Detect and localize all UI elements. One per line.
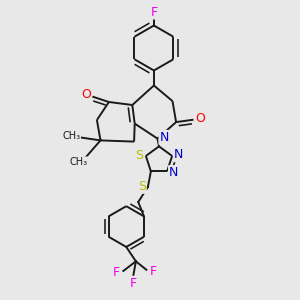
Text: N: N [159,131,169,144]
Text: N: N [169,166,178,179]
Text: F: F [113,266,120,279]
Text: F: F [150,5,158,19]
Text: O: O [81,88,91,101]
Text: N: N [174,148,183,161]
Text: F: F [129,277,137,290]
Text: S: S [135,149,143,162]
Text: CH₃: CH₃ [62,131,80,141]
Text: S: S [138,180,146,193]
Text: CH₃: CH₃ [70,157,88,167]
Text: O: O [195,112,205,125]
Text: F: F [149,265,157,278]
